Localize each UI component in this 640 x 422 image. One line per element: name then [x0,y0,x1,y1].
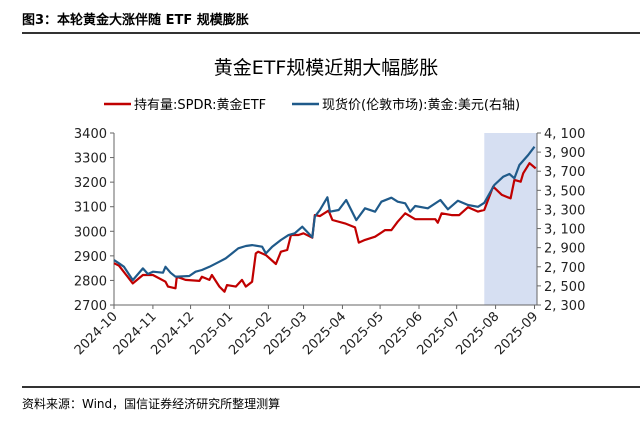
right-tick-label: 2, 900 [544,242,585,257]
left-tick-label: 3100 [74,201,107,216]
left-tick-label: 3000 [74,225,107,240]
right-tick-label: 3, 500 [544,184,585,199]
left-tick-label: 2900 [74,250,107,265]
right-tick-label: 2, 300 [544,299,585,314]
right-tick-label: 2, 500 [544,280,585,295]
right-tick-label: 2, 700 [544,261,585,276]
bottom-divider [22,386,640,388]
legend-label-gold-price: 现货价(伦敦市场):黄金:美元(右轴) [322,97,520,113]
legend-label-spdr: 持有量:SPDR:黄金ETF [134,97,266,113]
left-tick-label: 2700 [74,299,107,314]
top-divider [22,32,640,34]
x-tick-label: 2025-09 [492,309,541,358]
left-tick-label: 3300 [74,152,107,167]
left-tick-label: 3400 [74,127,107,142]
figure-caption: 图3：本轮黄金大涨伴随 ETF 规模膨胀 [22,13,249,28]
source-note: 资料来源：Wind，国信证券经济研究所整理测算 [22,397,281,411]
legend: 持有量:SPDR:黄金ETF 现货价(伦敦市场):黄金:美元(右轴) [104,97,520,113]
right-tick-label: 3, 100 [544,223,585,238]
chart-title: 黄金ETF规模近期大幅膨胀 [214,57,439,79]
left-tick-label: 3200 [74,176,107,191]
series-line-gold-price [113,146,536,282]
right-tick-label: 4, 100 [544,127,585,142]
series-line-spdr-holdings [113,162,537,293]
right-tick-label: 3, 300 [544,203,585,218]
right-tick-label: 3, 900 [544,146,585,161]
left-tick-label: 2800 [74,274,107,289]
right-tick-label: 3, 700 [544,165,585,180]
highlight-band [484,133,537,305]
